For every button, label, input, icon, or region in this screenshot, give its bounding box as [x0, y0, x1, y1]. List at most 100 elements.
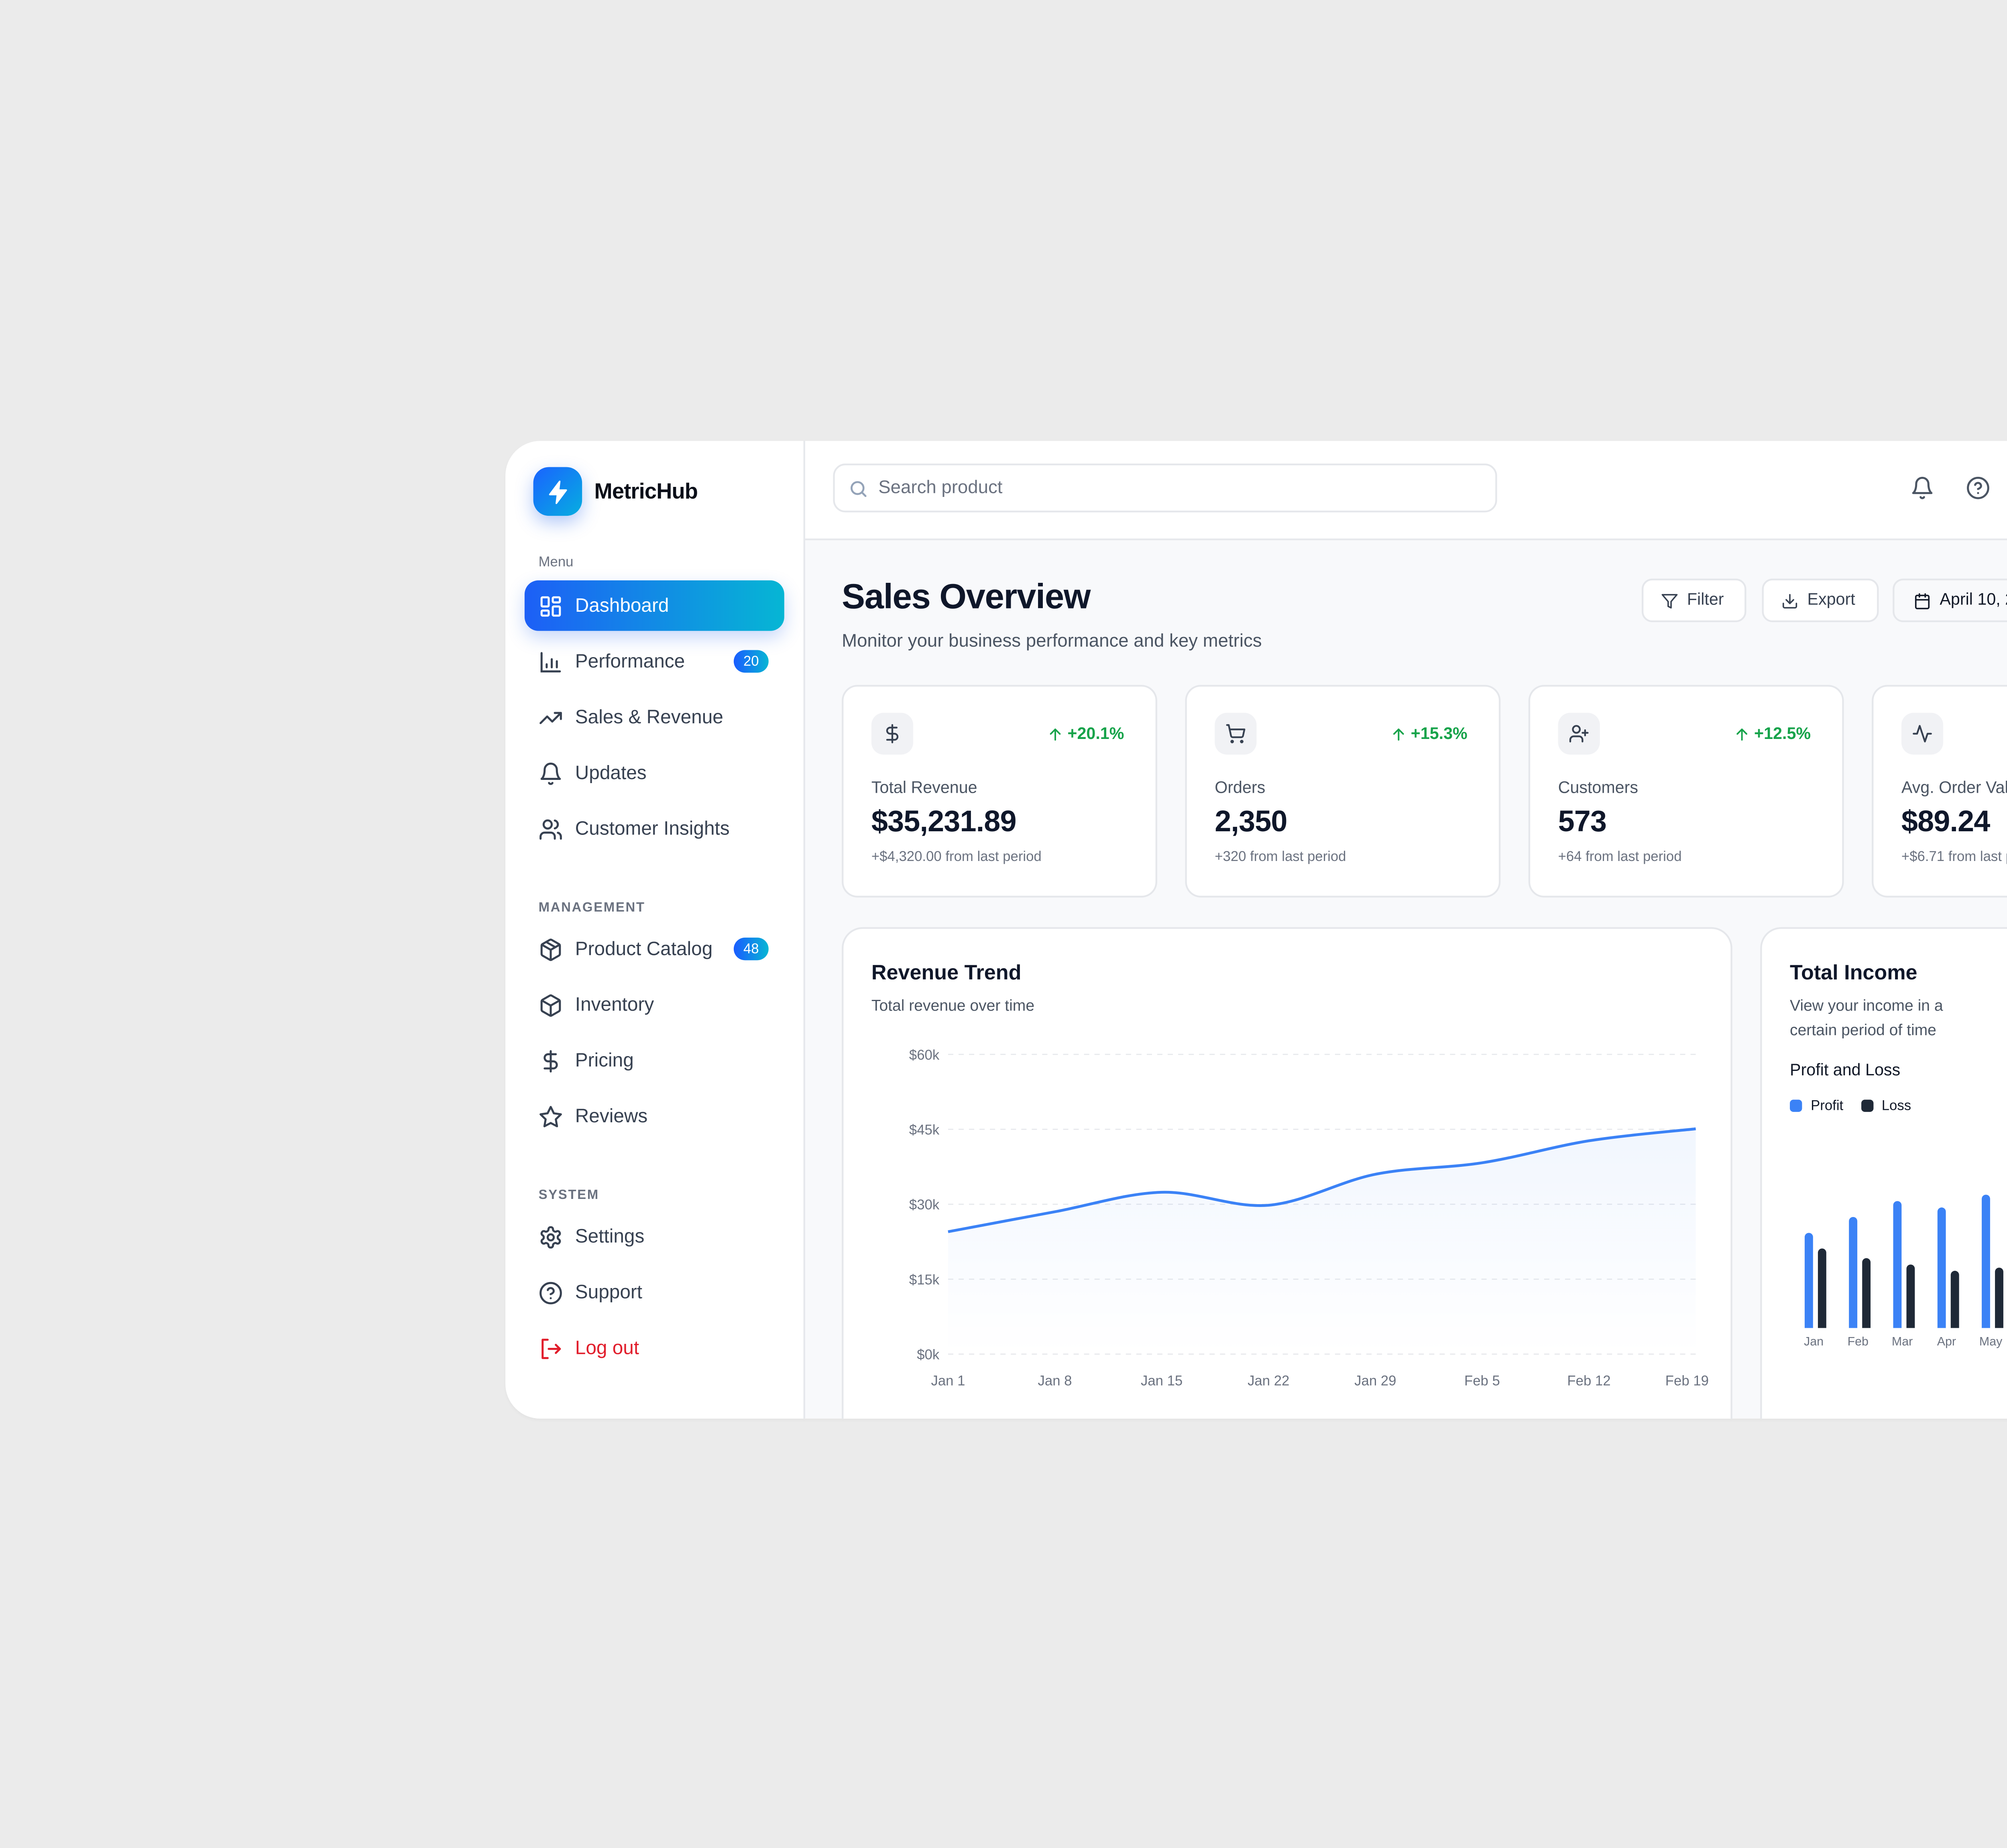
sidebar-item-settings[interactable]: Settings	[525, 1211, 784, 1262]
x-tick-label: Feb	[1848, 1335, 1869, 1348]
sidebar-item-pricing[interactable]: Pricing	[525, 1035, 784, 1086]
section-title: Profit and Loss	[1790, 1061, 1901, 1081]
legend-label: Loss	[1881, 1098, 1911, 1114]
stat-footnote: +$4,320.00 from last period	[871, 849, 1042, 865]
bar-loss[interactable]	[1862, 1258, 1871, 1328]
bell-icon	[540, 761, 561, 784]
y-tick-label: $0k	[917, 1347, 940, 1363]
date-range-label: April 10, 2026 - May 11, 2026	[1940, 590, 2007, 610]
x-tick-label: Mar	[1892, 1335, 1913, 1348]
stat-card-orders: +15.3% Orders 2,350 +320 from last perio…	[1185, 685, 1501, 898]
sidebar-item-reviews[interactable]: Reviews	[525, 1091, 784, 1142]
stat-card-avg-order-value: +8.2% Avg. Order Value $89.24 +$6.71 fro…	[1872, 685, 2007, 898]
package-icon	[540, 938, 561, 960]
legend-swatch	[1860, 1099, 1873, 1112]
legend-item-loss[interactable]: Loss	[1860, 1098, 1911, 1114]
trending-up-icon	[539, 711, 562, 723]
y-tick-label: $15k	[909, 1272, 940, 1288]
stat-value: 2,350	[1215, 805, 1287, 839]
sidebar-item-label: Inventory	[575, 994, 654, 1016]
bar-profit[interactable]	[1937, 1207, 1946, 1328]
help-icon[interactable]	[1966, 476, 1991, 500]
sidebar: MetricHub Menu Dashboard Performance 20 …	[505, 441, 805, 1419]
stat-value: 573	[1558, 805, 1607, 839]
sidebar-item-label: Performance	[575, 651, 685, 672]
app-logo[interactable]	[533, 467, 582, 516]
chart-title: Revenue Trend	[871, 960, 1022, 985]
sidebar-item-label: Support	[575, 1282, 643, 1303]
search-box[interactable]	[833, 463, 1497, 513]
legend-item-profit[interactable]: Profit	[1790, 1098, 1843, 1113]
stat-title: Orders	[1215, 779, 1266, 798]
count-badge: 48	[733, 937, 769, 961]
sidebar-item-performance[interactable]: Performance 20	[525, 636, 784, 687]
logout-icon	[541, 1338, 561, 1358]
bar-loss[interactable]	[1950, 1270, 1959, 1328]
sidebar-item-label: Pricing	[575, 1050, 634, 1071]
bar-profit[interactable]	[1982, 1195, 1990, 1328]
stat-card-total-revenue: +20.1% Total Revenue $35,231.89 +$4,320.…	[842, 685, 1157, 898]
sidebar-item-updates[interactable]: Updates	[525, 748, 784, 798]
filter-button[interactable]: Filter	[1641, 578, 1746, 623]
export-button[interactable]: Export	[1762, 578, 1879, 623]
arrow-up-icon	[1392, 729, 1403, 741]
stat-footnote: +$6.71 from last period	[1901, 849, 2007, 865]
x-tick-label: Jan	[1804, 1335, 1824, 1348]
bar-loss[interactable]	[1906, 1264, 1915, 1328]
download-icon	[1782, 593, 1797, 608]
delta-badge: +15.3%	[1390, 725, 1468, 744]
profit-loss-bar-chart[interactable]: JanFebMarAprMayJunJulAug	[1762, 929, 2007, 1419]
x-tick-label: Feb 12	[1567, 1374, 1610, 1389]
x-tick-label: Apr	[1937, 1335, 1956, 1348]
stat-title: Customers	[1558, 779, 1639, 798]
revenue-line-chart[interactable]: $0k $15k $30k $45k $60k Jan 1 Jan 8 Jan 15 Jan 2…	[843, 929, 1734, 1419]
stat-footnote: +320 from last period	[1215, 849, 1346, 865]
icon-box	[1215, 712, 1257, 755]
x-tick-label: Feb 5	[1464, 1374, 1500, 1389]
page-subtitle: Monitor your business performance and ke…	[842, 631, 1262, 652]
revenue-line[interactable]	[948, 1127, 1696, 1233]
x-tick-label: Jan 8	[1038, 1374, 1072, 1389]
dollar-icon	[543, 1049, 558, 1072]
arrow-up-icon	[1049, 729, 1060, 741]
bar-loss[interactable]	[1995, 1268, 2003, 1328]
export-label: Export	[1807, 590, 1855, 610]
bar-chart-icon	[540, 651, 561, 672]
delta-badge: +12.5%	[1733, 725, 1811, 744]
delta-value: +15.3%	[1411, 725, 1468, 744]
sidebar-item-label: Settings	[575, 1226, 645, 1247]
search-input[interactable]	[878, 465, 1471, 511]
sidebar-item-support[interactable]: Support	[525, 1267, 784, 1317]
bar-profit[interactable]	[1893, 1201, 1902, 1328]
stat-value: $35,231.89	[871, 805, 1017, 839]
calendar-icon	[1915, 592, 1930, 609]
sidebar-item-label: Log out	[575, 1337, 639, 1359]
x-tick-label: Jan 1	[931, 1374, 965, 1389]
chart-subtitle: Total revenue over time	[871, 997, 1035, 1014]
total-income-card: Total Income View your income in a certa…	[1760, 927, 2007, 1419]
bar-profit[interactable]	[1804, 1233, 1813, 1328]
app-window: MetricHub Menu Dashboard Performance 20 …	[505, 441, 2007, 1419]
bar-loss[interactable]	[1818, 1248, 1826, 1328]
lightning-bolt-icon	[548, 480, 566, 503]
chart-subtitle: View your income in a certain period of …	[1790, 995, 1943, 1042]
system-section-label: SYSTEM	[538, 1187, 599, 1203]
sidebar-item-label: Dashboard	[575, 595, 669, 616]
sidebar-item-logout[interactable]: Log out	[525, 1323, 784, 1373]
bar-profit[interactable]	[1849, 1217, 1858, 1328]
sidebar-item-product-catalog[interactable]: Product Catalog 48	[525, 924, 784, 974]
sidebar-item-label: Updates	[575, 762, 647, 784]
bell-icon[interactable]	[1910, 476, 1935, 500]
dashboard-grid-icon	[540, 595, 561, 616]
dollar-icon	[886, 724, 899, 743]
sidebar-item-sales-revenue[interactable]: Sales & Revenue	[525, 692, 784, 743]
sidebar-item-inventory[interactable]: Inventory	[525, 979, 784, 1030]
date-range-picker[interactable]: April 10, 2026 - May 11, 2026	[1893, 578, 2007, 623]
subtitle-line: View your income in a	[1790, 997, 1943, 1014]
stat-card-customers: +12.5% Customers 573 +64 from last perio…	[1528, 685, 1844, 898]
subtitle-line: certain period of time	[1790, 1020, 1936, 1038]
sidebar-item-dashboard[interactable]: Dashboard	[524, 580, 784, 631]
stat-value: $89.24	[1901, 805, 1990, 839]
app-name: MetricHub	[594, 479, 698, 504]
sidebar-item-customer-insights[interactable]: Customer Insights	[525, 804, 784, 854]
